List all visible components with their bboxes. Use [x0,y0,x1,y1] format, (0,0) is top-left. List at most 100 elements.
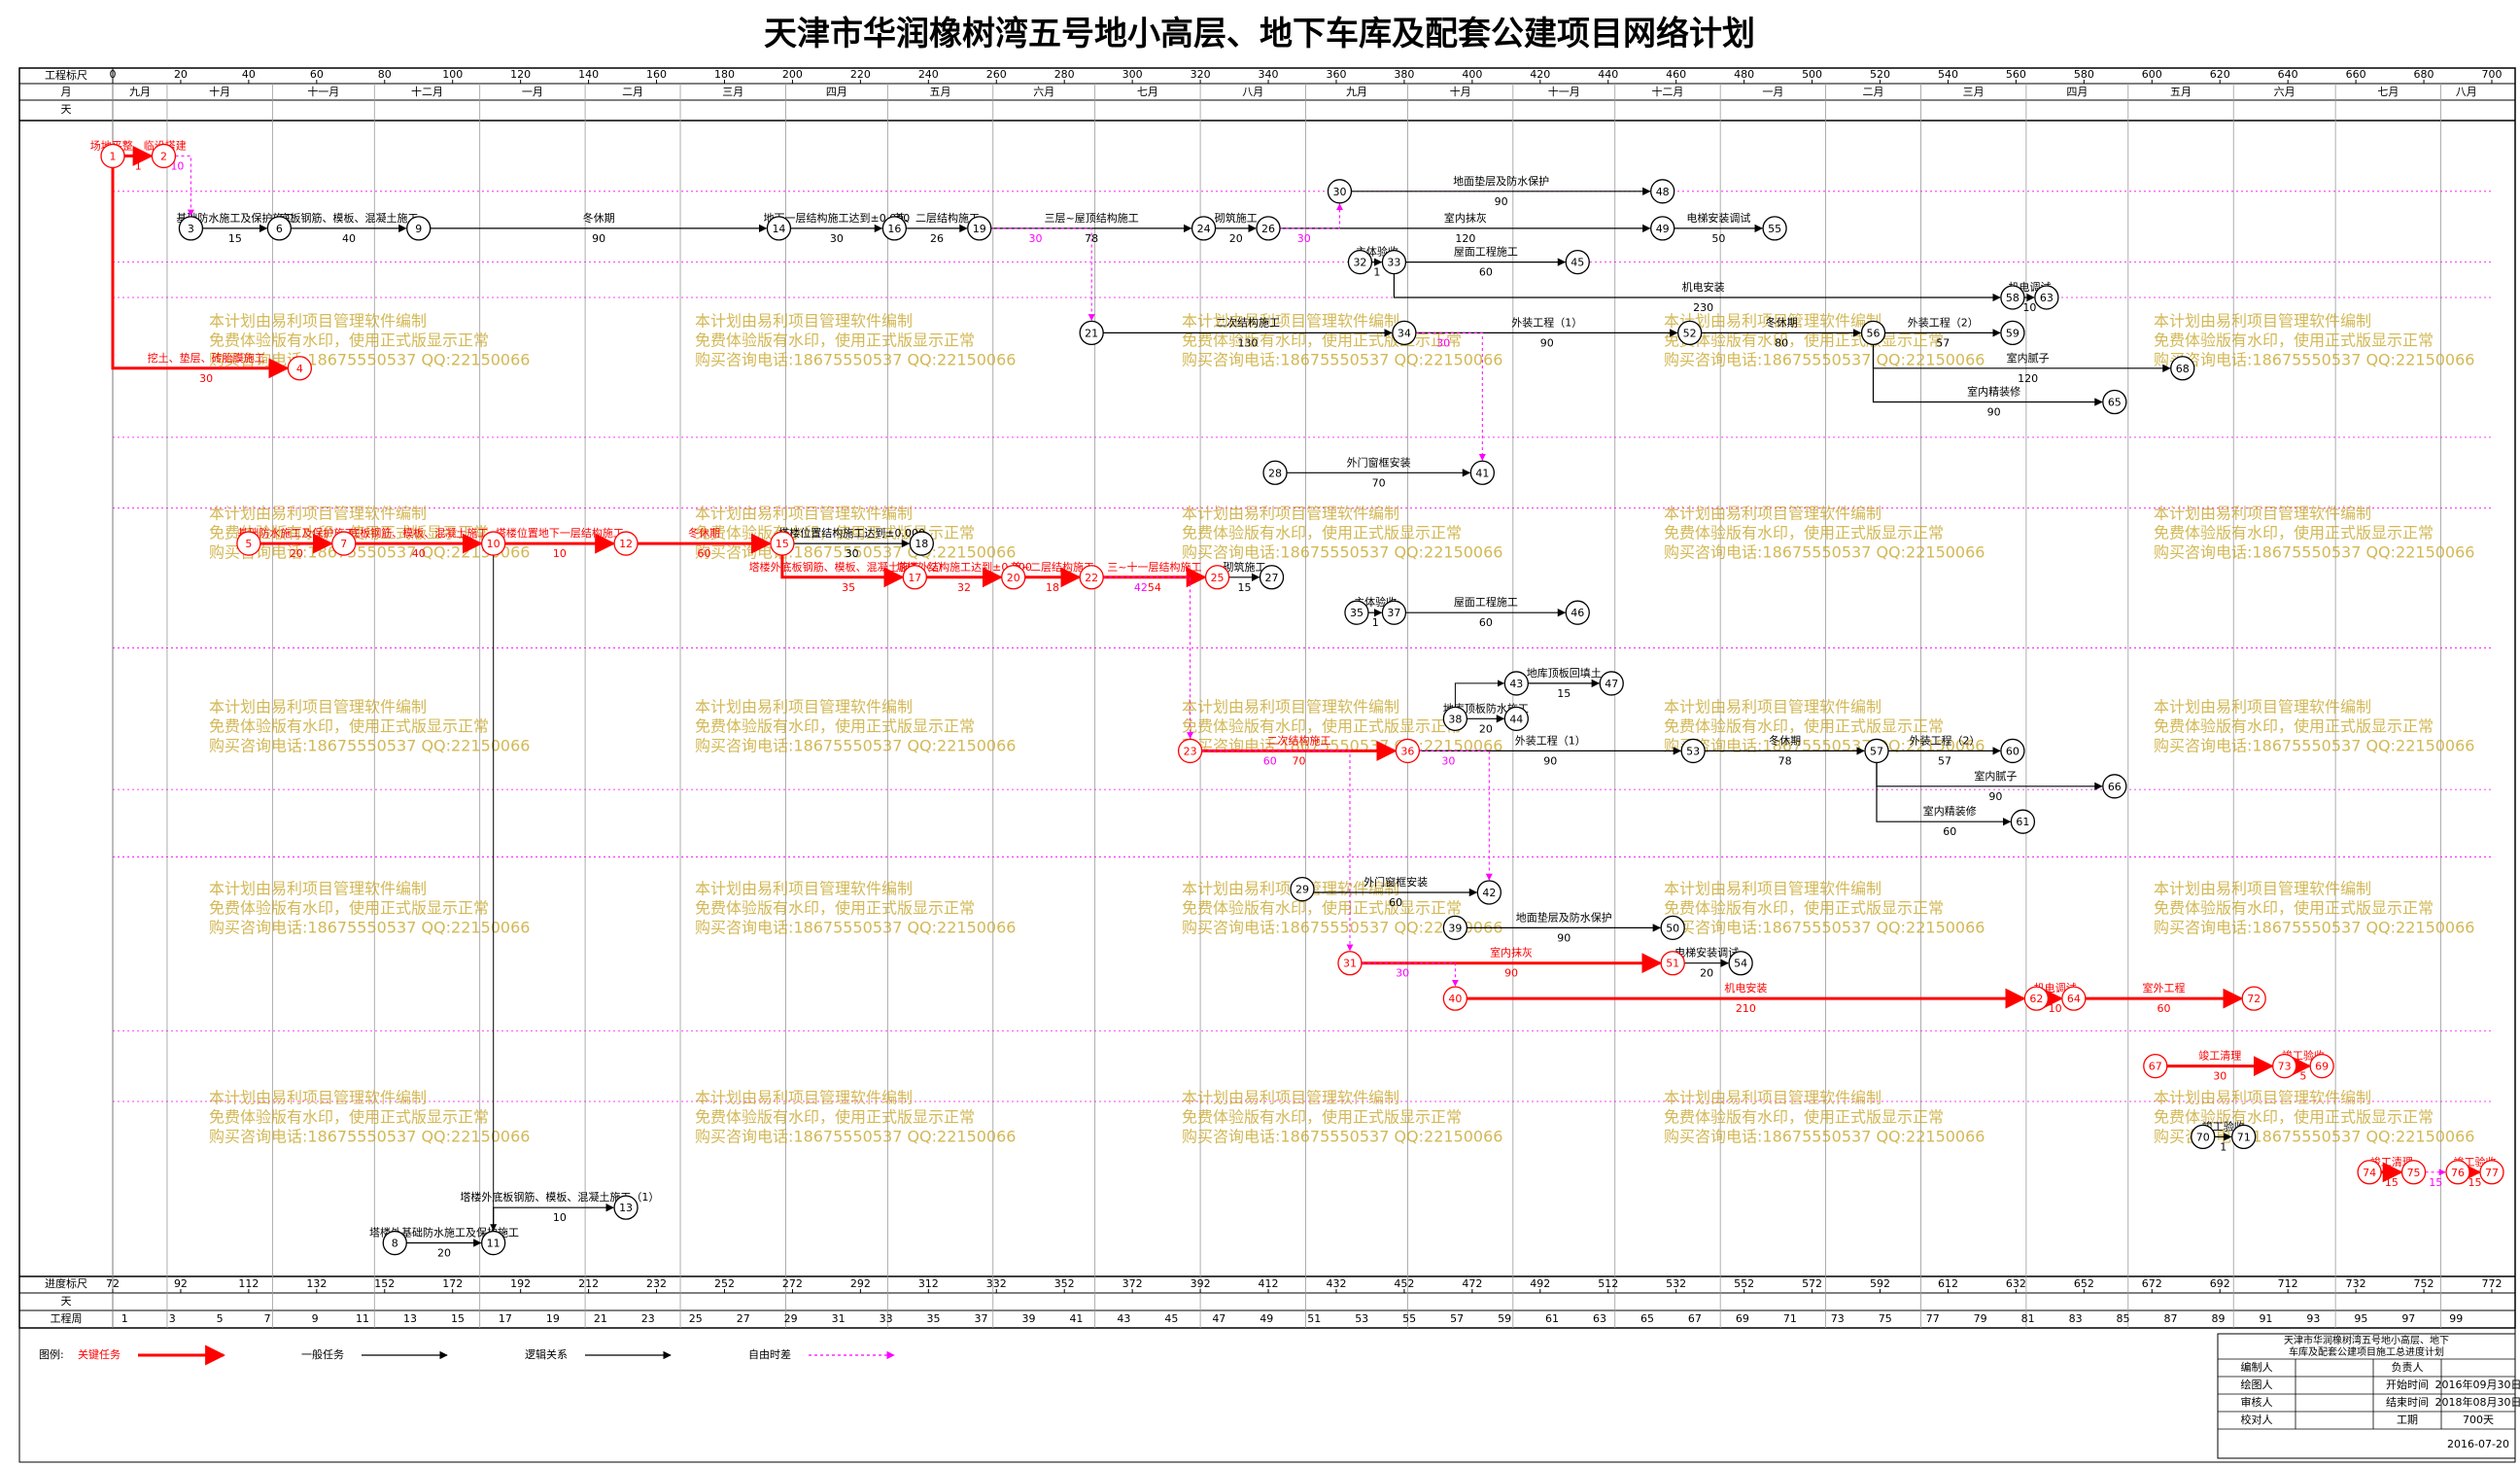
node [1660,915,1685,941]
node [770,531,795,556]
scale-tick-label: 180 [714,68,735,81]
node [287,356,312,381]
week-label: 25 [689,1312,703,1325]
task-duration: 10 [553,547,567,560]
week-label: 93 [2306,1312,2320,1325]
watermark: 购买咨询电话:18675550537 QQ:22150066 [1664,737,1985,755]
watermark: 购买咨询电话:18675550537 QQ:22150066 [695,919,1016,937]
scale-tick-label: 392 [1191,1277,1211,1290]
task-duration: 130 [1238,336,1259,349]
task-label: 底板钢筋、模板、混凝土施工 [349,526,488,540]
node-id: 12 [619,538,633,550]
watermark: 本计划由易利项目管理软件编制 [1664,880,1881,898]
scale-tick-label: 80 [378,68,392,81]
month-label: 七月 [2377,86,2399,98]
task-label: 塔楼外底板钢筋、模板、混凝土施工（1） [460,1190,659,1204]
watermark: 购买咨询电话:18675550537 QQ:22150066 [1664,919,1985,937]
month-label: 六月 [2274,86,2296,98]
week-label: 49 [1260,1312,1273,1325]
task-label: 电梯安装调试 [1686,211,1750,225]
node [1327,179,1353,204]
task-duration: 15 [2385,1176,2399,1189]
task-duration: 90 [1543,754,1557,767]
node-id: 32 [1353,257,1366,269]
node-id: 11 [487,1238,501,1250]
row-label: 天 [61,1295,72,1308]
role-label: 绘图人 [2241,1378,2273,1391]
task-label: 基础防水施工及保护施工 [237,526,355,540]
week-label: 99 [2449,1312,2463,1325]
week-label: 81 [2021,1312,2035,1325]
scale-tick-label: 712 [2278,1277,2298,1290]
free-float-label: 42 [1134,581,1148,594]
scale-tick-label: 420 [1530,68,1550,81]
links: 场地平整、临设搭建1基础防水施工及保护施工15底板钢筋、模板、混凝土施工40冬休… [90,138,2497,1259]
free-float-label: 30 [1441,754,1455,767]
watermark: 购买咨询电话:18675550537 QQ:22150066 [209,1128,530,1146]
task-label: 室内抹灰 [1490,946,1533,960]
node [1442,986,1468,1011]
month-label: 十二月 [1651,85,1683,98]
scale-tick-label: 660 [2346,68,2366,81]
node [909,531,934,556]
node-id: 33 [1387,257,1400,269]
task-duration: 57 [1938,754,1951,767]
task-duration: 60 [698,547,711,560]
month-label: 十二月 [411,85,443,98]
node-id: 14 [772,223,785,235]
node-id: 60 [2006,745,2019,757]
watermark: 免费体验版有水印，使用正式版显示正常 [1182,524,1462,542]
watermark: 免费体验版有水印，使用正式版显示正常 [1664,717,1944,736]
month-label: 三月 [1963,86,1985,98]
task-label: 地面垫层及防水保护 [1516,910,1612,924]
node [1256,216,1281,241]
month-label: 五月 [2170,86,2192,98]
node-id: 75 [2407,1167,2421,1179]
node-id: 18 [915,538,928,550]
watermark: 本计划由易利项目管理软件编制 [695,312,913,331]
node [236,531,261,556]
node-id: 26 [1261,223,1275,235]
task-duration: 120 [2018,372,2038,385]
watermark: 购买咨询电话:18675550537 QQ:22150066 [1182,543,1502,562]
week-label: 59 [1498,1312,1511,1325]
watermark: 免费体验版有水印，使用正式版显示正常 [209,1108,489,1127]
watermark: 免费体验版有水印，使用正式版显示正常 [1664,332,1944,350]
scale-tick-label: 140 [578,68,599,81]
watermark: 免费体验版有水印，使用正式版显示正常 [209,899,489,918]
legend: 图例: 关键任务 一般任务 逻辑关系 自由时差 [39,1344,895,1366]
node [2000,285,2025,310]
task-duration: 40 [412,547,426,560]
week-label: 77 [1926,1312,1940,1325]
week-label: 53 [1355,1312,1368,1325]
task-duration: 1 [135,159,142,172]
node [1650,179,1675,204]
node-id: 44 [1509,713,1523,725]
scale-tick-label: 680 [2414,68,2434,81]
node-id: 61 [2016,816,2029,828]
task-label: 塔楼位置结构施工达到±0.000 [778,526,925,540]
week-label: 79 [1974,1312,1987,1325]
week-label: 47 [1212,1312,1225,1325]
node [766,216,792,241]
scale-tick-label: 212 [578,1277,599,1290]
week-label: 63 [1593,1312,1606,1325]
task-duration: 18 [1046,581,1059,594]
task-duration: 50 [1711,232,1725,245]
scale-tick-label: 0 [110,68,117,81]
task-label: 竣工清理 [2198,1049,2241,1063]
week-label: 57 [1450,1312,1464,1325]
node [2445,1160,2470,1185]
node-id: 36 [1400,745,1414,757]
free-float-label: 60 [1263,754,1277,767]
week-label: 15 [451,1312,465,1325]
node-id: 45 [1571,257,1584,269]
scale-tick-label: 192 [510,1277,531,1290]
week-label: 71 [1783,1312,1797,1325]
watermark: 购买咨询电话:18675550537 QQ:22150066 [695,351,1016,369]
node-id: 5 [245,538,252,550]
node-id: 9 [415,223,422,235]
node [1191,216,1217,241]
task-duration: 10 [2022,301,2036,314]
